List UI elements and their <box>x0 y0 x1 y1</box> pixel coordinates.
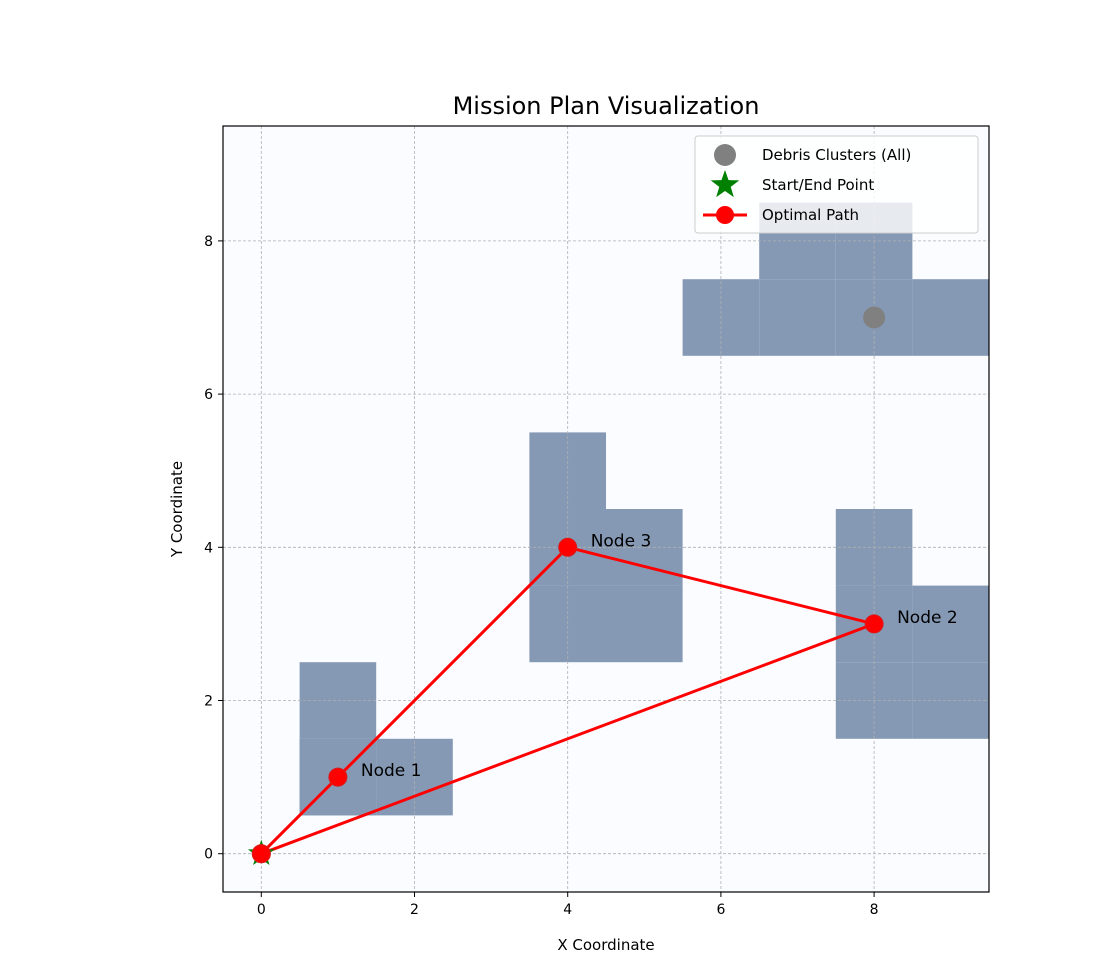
y-tick-label: 4 <box>204 540 213 556</box>
legend: Debris Clusters (All) Start/End Point Opti… <box>694 135 979 234</box>
legend-path-marker <box>716 206 734 224</box>
x-tick-label: 8 <box>870 902 879 918</box>
node-label: Node 1 <box>361 761 422 781</box>
path-node-marker <box>558 537 578 557</box>
path-node-marker <box>864 614 884 634</box>
legend-debris-marker <box>714 144 736 166</box>
legend-start-marker <box>710 170 740 198</box>
y-tick-label: 2 <box>204 694 213 710</box>
ticks-layer: 0 2 4 6 8 0 2 4 6 8 <box>204 234 878 918</box>
x-tick-label: 6 <box>716 902 725 918</box>
path-node-marker <box>328 767 348 787</box>
legend-box <box>694 135 979 234</box>
points-layer <box>247 306 886 866</box>
y-tick-label: 6 <box>204 387 213 403</box>
grid-layer <box>223 126 989 892</box>
x-tick-label: 0 <box>257 902 266 918</box>
y-tick-label: 0 <box>204 847 213 863</box>
x-axis-label: X Coordinate <box>557 936 654 954</box>
node-labels-layer: Node 1 Node 3 Node 2 <box>361 531 958 781</box>
path-node-marker <box>251 844 271 864</box>
debris-cell <box>759 279 836 356</box>
legend-label: Start/End Point <box>762 176 874 194</box>
debris-cell <box>606 585 683 663</box>
node-label: Node 3 <box>591 531 652 551</box>
x-tick-label: 2 <box>410 902 419 918</box>
chart-title: Mission Plan Visualization <box>453 92 760 120</box>
legend-label: Optimal Path <box>762 206 859 224</box>
y-axis-label: Y Coordinate <box>168 461 186 558</box>
x-tick-label: 4 <box>563 902 572 918</box>
y-tick-label: 8 <box>204 234 213 250</box>
debris-clusters-layer <box>299 202 989 816</box>
debris-cell <box>912 585 989 663</box>
debris-point <box>863 306 886 329</box>
legend-label: Debris Clusters (All) <box>762 146 911 164</box>
plot-frame <box>222 125 990 893</box>
debris-cell <box>912 279 989 356</box>
node-label: Node 2 <box>897 608 958 628</box>
